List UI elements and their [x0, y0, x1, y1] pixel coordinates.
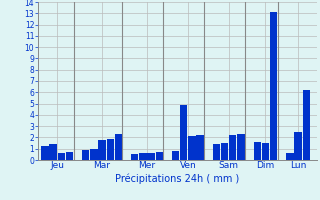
Bar — [262, 143, 269, 160]
Bar — [58, 153, 65, 160]
Bar — [99, 140, 106, 160]
Bar — [286, 153, 293, 160]
Bar — [213, 144, 220, 160]
Bar — [49, 144, 57, 160]
Bar — [180, 105, 188, 160]
Bar — [115, 134, 122, 160]
Bar — [66, 152, 73, 160]
Bar — [294, 132, 302, 160]
Bar — [107, 139, 114, 160]
Bar — [139, 153, 147, 160]
Bar — [237, 134, 244, 160]
Bar — [270, 12, 277, 160]
Bar — [172, 151, 179, 160]
Bar — [229, 135, 236, 160]
Bar — [188, 136, 196, 160]
X-axis label: Précipitations 24h ( mm ): Précipitations 24h ( mm ) — [116, 173, 240, 184]
Bar — [221, 143, 228, 160]
Bar — [131, 154, 139, 160]
Bar — [82, 150, 89, 160]
Bar — [41, 146, 49, 160]
Bar — [302, 90, 310, 160]
Bar — [196, 135, 204, 160]
Bar — [148, 153, 155, 160]
Bar — [253, 142, 261, 160]
Bar — [156, 152, 163, 160]
Bar — [90, 149, 98, 160]
